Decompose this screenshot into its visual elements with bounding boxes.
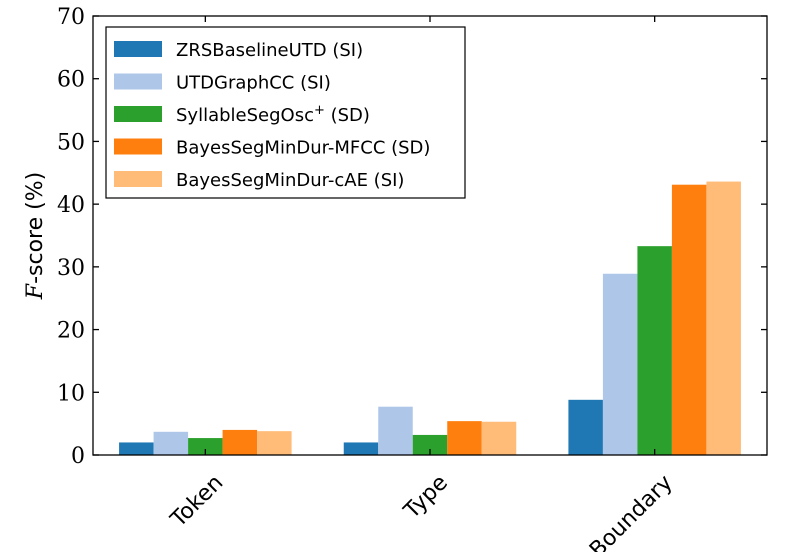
- legend-swatch: [114, 41, 162, 57]
- bar: [412, 434, 448, 455]
- bar: [343, 442, 379, 455]
- legend-swatch: [114, 171, 162, 187]
- y-axis: 0 10 20 30 40 50 60 70: [57, 5, 767, 469]
- bar: [378, 406, 413, 455]
- legend-label: UTDGraphCC (SI): [176, 73, 331, 94]
- bar: [602, 273, 638, 455]
- y-tick-label: 10: [57, 381, 85, 406]
- y-axis-label-italic: F: [23, 283, 48, 300]
- x-tick-label: Boundary: [585, 470, 678, 552]
- y-axis-label: F-score (%): [23, 172, 48, 300]
- y-tick-label: 40: [57, 193, 85, 218]
- legend-box: [105, 26, 466, 199]
- legend-label: SyllableSegOsc+ (SD): [176, 103, 370, 127]
- y-tick-label: 0: [71, 444, 85, 469]
- bar: [637, 246, 672, 455]
- bar: [671, 184, 707, 456]
- legend-label: ZRSBaselineUTD (SI): [176, 40, 363, 61]
- legend-swatch: [114, 106, 162, 122]
- bar: [447, 421, 482, 455]
- x-tick-label: Token: [166, 470, 229, 533]
- bar: [481, 421, 517, 455]
- y-tick-label: 60: [57, 68, 85, 93]
- legend: ZRSBaselineUTD (SI) UTDGraphCC (SI) Syllab…: [105, 26, 466, 199]
- legend-swatch: [114, 73, 162, 90]
- bar: [222, 429, 258, 455]
- y-tick-label: 20: [57, 319, 85, 344]
- y-tick-label: 70: [57, 5, 85, 30]
- legend-swatch: [114, 138, 162, 155]
- bar: [153, 431, 189, 455]
- bar: [568, 399, 603, 455]
- legend-label: BayesSegMinDur-MFCC (SD): [176, 138, 430, 159]
- y-tick-label: 30: [57, 256, 85, 281]
- y-tick-label: 50: [57, 130, 85, 155]
- bar: [257, 431, 292, 455]
- x-tick-label: Type: [399, 470, 453, 524]
- bar: [706, 181, 741, 455]
- bar: [188, 438, 223, 455]
- y-axis-label-text: -score (%): [23, 172, 48, 284]
- legend-label: BayesSegMinDur-cAE (SI): [176, 170, 404, 191]
- bar: [119, 442, 154, 455]
- bars-group: [119, 181, 741, 456]
